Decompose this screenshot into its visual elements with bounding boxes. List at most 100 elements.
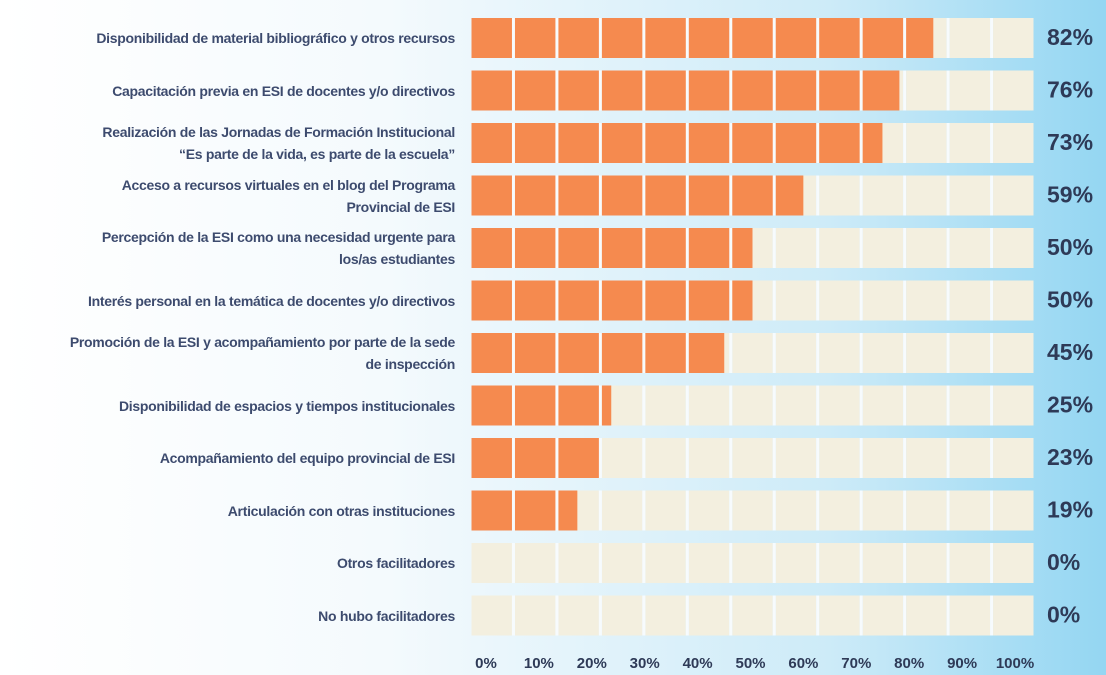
cell xyxy=(949,438,991,478)
x-tick-label: 0% xyxy=(475,655,497,672)
cell xyxy=(732,543,773,583)
cell xyxy=(906,438,947,478)
cell xyxy=(558,543,599,583)
cell xyxy=(993,228,1034,268)
cell xyxy=(949,175,991,216)
cell xyxy=(993,175,1034,216)
cell xyxy=(993,18,1034,58)
x-tick-label: 70% xyxy=(841,655,871,672)
cell xyxy=(906,595,947,636)
category-label: Acompañamiento del equipo provincial de … xyxy=(159,450,455,466)
cell xyxy=(906,123,947,163)
cell xyxy=(862,595,904,636)
cell xyxy=(601,490,643,531)
cell xyxy=(949,70,991,111)
x-tick-label: 60% xyxy=(788,655,818,672)
cell xyxy=(993,490,1034,531)
value-label: 59% xyxy=(1047,182,1093,208)
cell xyxy=(688,385,730,426)
cell xyxy=(732,438,773,478)
cell xyxy=(993,595,1034,636)
cell xyxy=(949,228,991,268)
x-tick-label: 50% xyxy=(735,655,765,672)
cell xyxy=(645,385,686,426)
cell xyxy=(514,543,556,583)
category-label: Interés personal en la temática de docen… xyxy=(88,292,455,309)
cell xyxy=(993,123,1034,163)
value-label: 25% xyxy=(1047,392,1093,418)
cell xyxy=(906,385,947,426)
cell xyxy=(645,543,686,583)
cell xyxy=(949,18,991,58)
value-label: 50% xyxy=(1047,234,1093,260)
cell xyxy=(732,333,773,373)
bar xyxy=(471,385,612,426)
cell xyxy=(949,123,991,163)
bar xyxy=(471,228,753,268)
cell xyxy=(819,595,860,636)
cell xyxy=(601,438,643,478)
cell xyxy=(558,595,599,636)
cell xyxy=(862,385,904,426)
cell xyxy=(862,490,904,531)
cell xyxy=(862,438,904,478)
cell xyxy=(819,175,860,216)
cell xyxy=(645,595,686,636)
cell xyxy=(819,333,860,373)
value-label: 45% xyxy=(1047,339,1093,365)
cell xyxy=(906,175,947,216)
cell xyxy=(862,543,904,583)
x-tick-label: 30% xyxy=(630,655,660,672)
cell xyxy=(645,490,686,531)
cell xyxy=(906,333,947,373)
cell xyxy=(775,490,817,531)
cell xyxy=(471,543,512,583)
x-tick-label: 100% xyxy=(996,655,1034,672)
cell xyxy=(949,543,991,583)
cell xyxy=(949,385,991,426)
x-tick-label: 90% xyxy=(947,655,977,672)
category-label: Capacitación previa en ESI de docentes y… xyxy=(112,82,455,99)
cell xyxy=(775,595,817,636)
value-label: 0% xyxy=(1047,549,1080,575)
cell xyxy=(601,543,643,583)
cell xyxy=(775,228,817,268)
x-tick-label: 40% xyxy=(683,655,713,672)
bar xyxy=(471,123,883,163)
cell xyxy=(993,438,1034,478)
cell xyxy=(819,280,860,321)
cell xyxy=(993,70,1034,111)
cell xyxy=(949,280,991,321)
cell xyxy=(906,490,947,531)
category-label: Disponibilidad de espacios y tiempos ins… xyxy=(118,397,455,414)
x-tick-label: 10% xyxy=(524,655,554,672)
cell xyxy=(732,490,773,531)
category-label: Otros facilitadores xyxy=(336,555,455,571)
cell xyxy=(993,385,1034,426)
cell xyxy=(775,333,817,373)
cell xyxy=(862,333,904,373)
cell xyxy=(906,543,947,583)
bar xyxy=(471,490,578,531)
cell xyxy=(949,490,991,531)
cell xyxy=(645,438,686,478)
cell xyxy=(688,438,730,478)
x-tick-label: 20% xyxy=(577,655,607,672)
x-tick-label: 80% xyxy=(894,655,924,672)
bar xyxy=(471,70,900,111)
value-label: 50% xyxy=(1047,287,1093,313)
cell xyxy=(601,595,643,636)
cell xyxy=(775,280,817,321)
cell xyxy=(775,385,817,426)
category-label: No hubo facilitadores xyxy=(318,607,455,624)
category-label: Acceso a recursos virtuales en el blog d… xyxy=(121,176,456,215)
cell xyxy=(819,438,860,478)
bar xyxy=(471,438,600,478)
cell xyxy=(819,543,860,583)
cell xyxy=(819,228,860,268)
value-label: 73% xyxy=(1047,129,1093,155)
cell xyxy=(732,385,773,426)
category-label: Percepción de la ESI como una necesidad … xyxy=(101,229,455,267)
value-label: 19% xyxy=(1047,497,1093,523)
